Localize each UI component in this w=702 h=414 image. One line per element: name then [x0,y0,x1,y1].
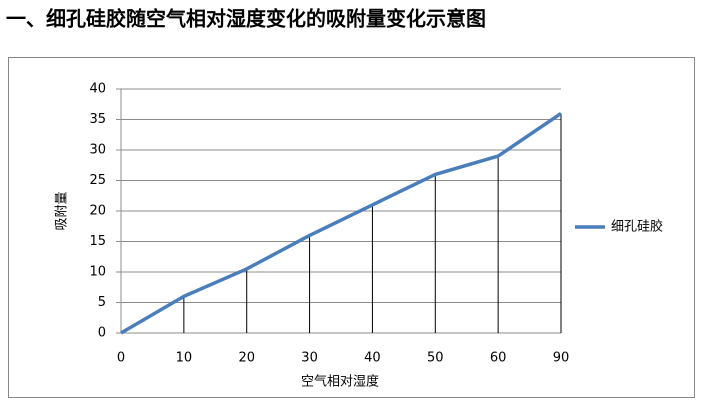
y-tick-label: 5 [98,295,106,310]
y-tick-label: 0 [98,326,106,341]
legend-label: 细孔硅胶 [611,219,663,235]
y-tick-label: 35 [89,112,106,127]
data-line [120,111,562,335]
page-title: 一、细孔硅胶随空气相对湿度变化的吸附量变化示意图 [6,7,486,31]
x-tick-label: 20 [238,351,255,366]
x-tick-label: 90 [553,351,570,366]
x-axis-label: 空气相对湿度 [301,374,379,390]
y-tick-label: 10 [89,265,106,280]
y-tick-label: 30 [89,143,106,158]
x-tick-label: 30 [301,351,318,366]
x-tick-label: 40 [364,351,381,366]
x-tick-label: 10 [176,351,193,366]
x-tick-label: 50 [427,351,444,366]
y-tick-label: 25 [89,173,106,188]
y-tick-label: 15 [89,234,106,249]
x-tick-label: 0 [117,351,125,366]
y-tick-label: 40 [89,82,106,97]
y-tick-label: 20 [89,204,106,219]
x-tick-label: 60 [490,351,507,366]
y-axis-label: 吸附量 [55,191,70,230]
